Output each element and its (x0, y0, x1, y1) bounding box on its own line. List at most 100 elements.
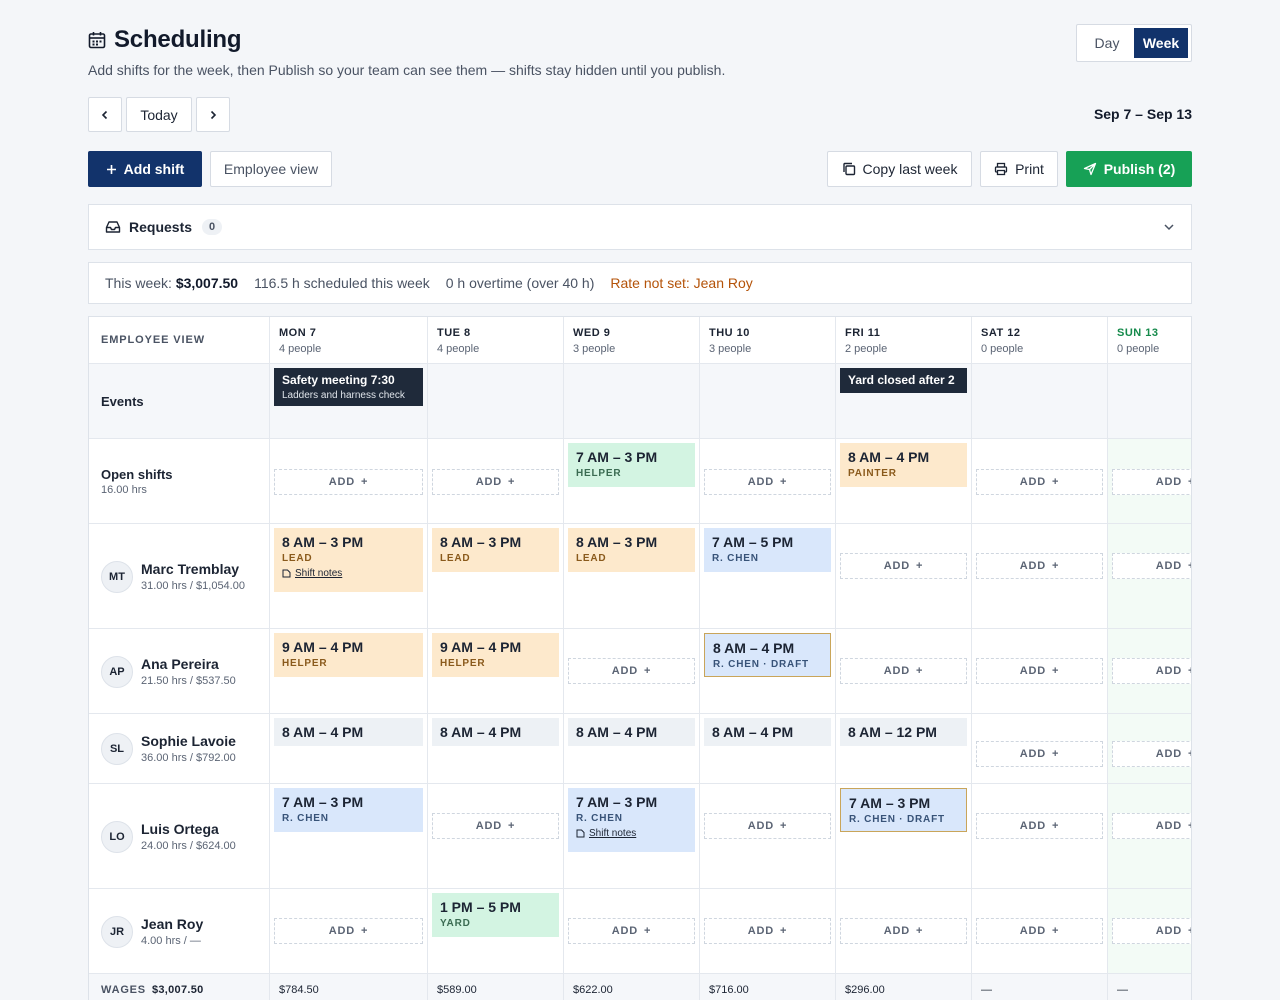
shift-card[interactable]: 1 PM – 5 PM YARD (432, 893, 559, 937)
shift-card[interactable]: 8 AM – 4 PM (432, 718, 559, 746)
schedule-grid: EMPLOYEE VIEW MON 7 4 people TUE 8 4 peo… (88, 316, 1192, 1000)
add-shift-slot[interactable]: ADD + (1112, 658, 1191, 684)
add-shift-slot[interactable]: ADD + (840, 918, 967, 944)
shift-card[interactable]: 7 AM – 3 PM R. CHEN Shift notes (568, 788, 695, 852)
add-shift-slot[interactable]: ADD + (976, 469, 1103, 495)
chevron-left-icon (101, 110, 108, 119)
today-button[interactable]: Today (126, 97, 192, 132)
schedule-cell: ADD + (270, 889, 428, 974)
add-label: ADD (328, 925, 355, 937)
add-shift-slot[interactable]: ADD + (704, 918, 831, 944)
next-week-button[interactable] (196, 97, 230, 132)
add-label: ADD (883, 665, 910, 677)
week-view-button[interactable]: Week (1134, 28, 1188, 58)
add-shift-slot[interactable]: ADD + (976, 658, 1103, 684)
employee-hours: 4.00 hrs / — (141, 935, 201, 947)
employee-view-button[interactable]: Employee view (210, 151, 332, 187)
schedule-cell: ADD + (428, 784, 564, 889)
shift-card-draft[interactable]: 8 AM – 4 PM R. CHEN · DRAFT (704, 633, 831, 677)
shift-card[interactable]: 8 AM – 12 PM (840, 718, 967, 746)
events-cell-mon[interactable]: Safety meeting 7:30 Ladders and harness … (270, 364, 428, 439)
schedule-cell: 8 AM – 4 PM (270, 714, 428, 784)
add-label: ADD (747, 476, 774, 488)
add-shift-slot[interactable]: ADD + (1112, 918, 1191, 944)
schedule-cell: ADD + (564, 629, 700, 714)
events-cell-tue[interactable] (428, 364, 564, 439)
add-shift-slot[interactable]: ADD + (1112, 741, 1191, 767)
add-shift-slot[interactable]: ADD + (1112, 553, 1191, 579)
copy-last-week-button[interactable]: Copy last week (827, 151, 972, 187)
add-label: ADD (328, 476, 355, 488)
employee-name: Sophie Lavoie (141, 733, 236, 749)
events-cell-thu[interactable] (700, 364, 836, 439)
add-label: ADD (883, 925, 910, 937)
add-shift-slot[interactable]: ADD + (976, 553, 1103, 579)
publish-button[interactable]: Publish (2) (1066, 151, 1192, 187)
shift-card[interactable]: 8 AM – 3 PM LEAD Shift notes (274, 528, 423, 592)
add-shift-slot[interactable]: ADD + (274, 918, 423, 944)
date-range: Sep 7 – Sep 13 (1093, 106, 1192, 122)
add-shift-slot[interactable]: ADD + (432, 469, 559, 495)
shift-card[interactable]: 9 AM – 4 PM HELPER (274, 633, 423, 677)
shift-card[interactable]: 8 AM – 4 PM (704, 718, 831, 746)
day-name: THU 10 (709, 327, 750, 339)
plus-icon: + (1052, 748, 1060, 760)
shift-card-draft[interactable]: 7 AM – 3 PM R. CHEN · DRAFT (840, 788, 967, 832)
event-safety-meeting[interactable]: Safety meeting 7:30 Ladders and harness … (274, 368, 423, 406)
add-shift-slot[interactable]: ADD + (568, 658, 695, 684)
events-cell-fri[interactable]: Yard closed after 2 (836, 364, 972, 439)
shift-notes-link[interactable]: Shift notes (282, 568, 415, 579)
day-count: 3 people (709, 343, 752, 355)
shift-card[interactable]: 9 AM – 4 PM HELPER (432, 633, 559, 677)
add-shift-slot[interactable]: ADD + (274, 469, 423, 495)
shift-role: LEAD (440, 553, 471, 564)
shift-card[interactable]: 7 AM – 3 PM HELPER (568, 443, 695, 487)
chevron-down-icon[interactable] (1163, 221, 1175, 233)
add-shift-slot[interactable]: ADD + (976, 918, 1103, 944)
day-count: 4 people (437, 343, 480, 355)
events-cell-sat[interactable] (972, 364, 1108, 439)
employee-row-label[interactable]: AP Ana Pereira 21.50 hrs / $537.50 (89, 629, 270, 714)
requests-panel[interactable]: Requests 0 (88, 204, 1192, 250)
copy-icon (842, 162, 855, 176)
add-shift-slot[interactable]: ADD + (704, 469, 831, 495)
add-shift-slot[interactable]: ADD + (432, 813, 559, 839)
employee-row-label[interactable]: SL Sophie Lavoie 36.00 hrs / $792.00 (89, 714, 270, 784)
events-cell-wed[interactable] (564, 364, 700, 439)
add-shift-button[interactable]: Add shift (88, 151, 202, 187)
add-shift-slot[interactable]: ADD + (1112, 469, 1191, 495)
print-button[interactable]: Print (980, 151, 1058, 187)
shift-card[interactable]: 8 AM – 4 PM (274, 718, 423, 746)
shift-card[interactable]: 7 AM – 3 PM R. CHEN (274, 788, 423, 832)
employee-row-label[interactable]: JR Jean Roy 4.00 hrs / — (89, 889, 270, 974)
add-shift-slot[interactable]: ADD + (976, 741, 1103, 767)
add-shift-slot[interactable]: ADD + (840, 553, 967, 579)
add-shift-slot[interactable]: ADD + (1112, 813, 1191, 839)
event-yard-closed[interactable]: Yard closed after 2 (840, 368, 967, 393)
add-shift-slot[interactable]: ADD + (840, 658, 967, 684)
employee-row-label[interactable]: LO Luis Ortega 24.00 hrs / $624.00 (89, 784, 270, 889)
shift-card[interactable]: 7 AM – 5 PM R. CHEN (704, 528, 831, 572)
corner-header: EMPLOYEE VIEW (89, 317, 270, 364)
shift-notes-link[interactable]: Shift notes (576, 828, 687, 839)
add-shift-slot[interactable]: ADD + (976, 813, 1103, 839)
rate-warning[interactable]: Rate not set: Jean Roy (610, 275, 753, 291)
day-name: MON 7 (279, 327, 317, 339)
shift-card[interactable]: 8 AM – 4 PM (568, 718, 695, 746)
add-label: ADD (747, 820, 774, 832)
open-cell-fri: 8 AM – 4 PM PAINTER (836, 439, 972, 524)
shift-role: R. CHEN (576, 813, 623, 824)
add-shift-slot[interactable]: ADD + (704, 813, 831, 839)
day-view-button[interactable]: Day (1094, 35, 1120, 51)
wage-value: — (1117, 984, 1128, 996)
add-shift-slot[interactable]: ADD + (568, 918, 695, 944)
prev-week-button[interactable] (88, 97, 122, 132)
events-cell-sun[interactable] (1108, 364, 1191, 439)
add-label: ADD (883, 560, 910, 572)
wages-row-label: WAGES $3,007.50 (89, 974, 270, 1000)
employee-row-label[interactable]: MT Marc Tremblay 31.00 hrs / $1,054.00 (89, 524, 270, 629)
shift-card[interactable]: 8 AM – 3 PM LEAD (432, 528, 559, 572)
shift-card[interactable]: 8 AM – 4 PM PAINTER (840, 443, 967, 487)
copy-last-week-label: Copy last week (862, 161, 958, 177)
shift-card[interactable]: 8 AM – 3 PM LEAD (568, 528, 695, 572)
